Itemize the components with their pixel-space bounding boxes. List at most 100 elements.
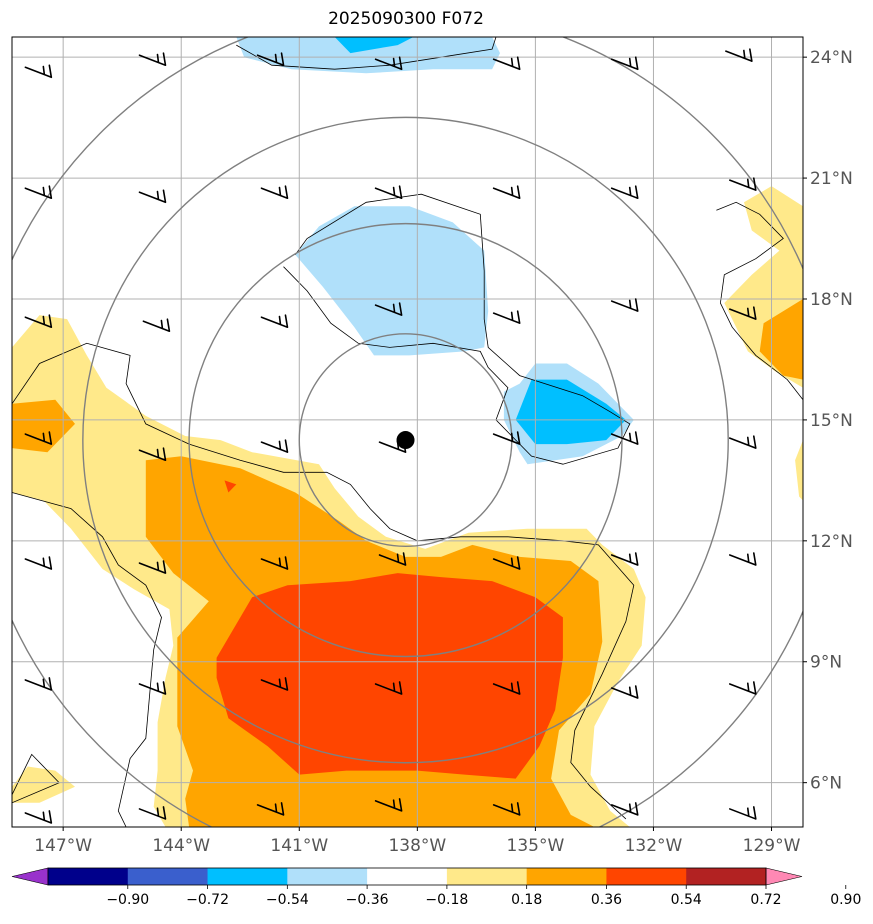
wind-barb [374,302,403,316]
filled-region [224,480,237,493]
contour-lines [12,37,803,827]
colorbar-tick-label: 0.36 [591,892,622,908]
map-gridlines [12,37,803,827]
colorbar-tick-label: 0.72 [750,892,781,908]
colorbar: −0.90 −0.72 −0.54 −0.36 −0.18 0.18 0.36 0.54 0.7… [11,867,861,908]
wind-barb [142,318,171,333]
filled-region [216,573,563,779]
storm-center-group [396,431,415,450]
wind-barb [374,185,403,200]
filled-region [295,206,489,356]
wind-barb [260,439,289,453]
wind-barb [610,185,639,200]
wind-barb [138,681,167,695]
wind-barb [24,64,53,79]
lon-tick-label: 129°W [743,836,801,856]
wind-barb [24,431,53,445]
wind-barb [492,802,521,816]
wind-barb [378,552,407,566]
lat-tick-label: 18°N [810,290,853,310]
colorbar-segment [207,868,288,885]
wind-barb [492,431,521,445]
colorbar-extend-low [11,867,49,886]
filled-region [759,299,803,380]
wind-barb [256,802,285,816]
contour-line [716,201,803,401]
colorbar-segment [526,868,607,885]
lat-tick-label: 12°N [810,532,853,552]
contour-line [283,193,631,465]
wind-barb [728,177,757,191]
lon-tick-label: 144°W [152,836,210,856]
wind-barb [260,677,289,691]
colorbar-frame [47,867,767,886]
storm-center-marker [396,431,415,450]
wind-barb [24,556,53,570]
wind-barb [260,185,289,200]
wind-barb [728,681,757,695]
longitude-labels: 147°W 144°W 141°W 138°W 135°W 132°W 129°W [34,827,801,856]
contour-line [12,492,162,827]
wind-barb [24,185,53,200]
colorbar-tick-label: −0.36 [346,892,389,908]
range-ring [188,222,623,658]
wind-barb [138,447,167,462]
wind-barb [492,56,521,71]
filled-region [236,37,501,74]
wind-barb [492,556,521,570]
lon-tick-label: 132°W [625,836,683,856]
filled-region [795,440,803,501]
wind-barb [138,560,167,574]
filled-region [515,379,626,445]
colorbar-extend-high [765,867,803,886]
colorbar-tick-label: 0.90 [830,892,861,908]
wind-barb [610,56,639,71]
wind-barb [138,189,167,204]
lat-tick-label: 21°N [810,169,853,189]
colorbar-tick-label: 0.18 [511,892,542,908]
colorbar-segment [367,868,448,885]
contour-line [12,753,60,804]
wind-barb [728,806,757,820]
wind-barb [256,52,285,67]
filled-region [12,766,75,803]
wind-barb [138,52,167,67]
lat-tick-label: 24°N [810,48,853,68]
wind-barb [138,806,167,820]
wind-barb [374,56,403,71]
wind-barb [610,685,639,699]
wind-barb [492,185,521,200]
range-ring [82,116,729,764]
lon-tick-label: 147°W [34,836,92,856]
colorbar-tick-label: −0.72 [186,892,229,908]
plot-frame [11,36,804,828]
wind-barb [610,802,639,816]
latitude-labels: 6°N 9°N 12°N 15°N 18°N 21°N 24°N [803,48,853,794]
colorbar-segment [686,868,767,885]
wind-barb [24,810,53,824]
wind-barb [728,435,757,449]
lon-tick-label: 135°W [507,836,565,856]
lat-tick-label: 9°N [810,653,842,673]
colorbar-tick-label: 0.54 [671,892,702,908]
colorbar-tick-label: −0.54 [266,892,309,908]
wind-barb [24,314,53,329]
wind-barb [260,314,289,329]
colorbar-tick-label: −0.18 [425,892,468,908]
colorbar-segment [606,868,687,885]
chart-title: 2025090300 F072 [328,9,484,29]
wind-barb [492,310,521,324]
wind-barb [610,298,639,312]
wind-barb [374,681,403,695]
wind-barb [492,681,521,695]
colorbar-segment [127,868,209,885]
lon-tick-label: 138°W [388,836,446,856]
filled-region [334,37,414,54]
wind-barb [728,306,757,320]
lat-tick-label: 15°N [810,411,853,431]
colorbar-segment [446,868,528,885]
wind-barb [374,798,403,812]
filled-contours [12,37,803,827]
wind-barbs [24,48,757,824]
